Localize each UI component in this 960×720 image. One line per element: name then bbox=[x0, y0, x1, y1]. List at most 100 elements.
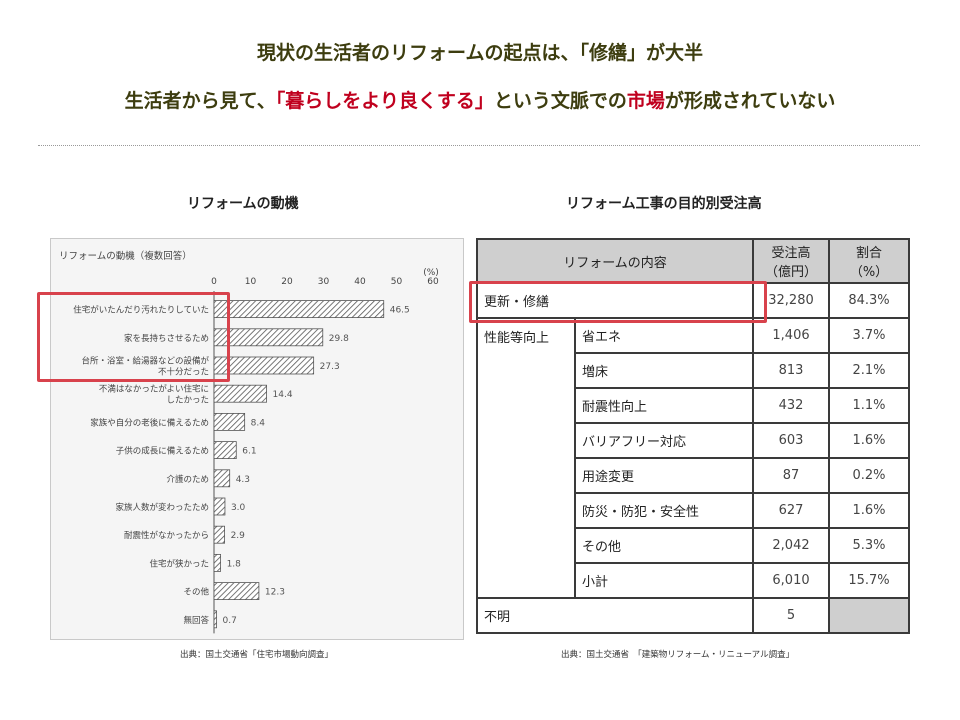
data-label: 1.8 bbox=[227, 559, 242, 569]
row-ratio: 1.6% bbox=[828, 422, 910, 459]
table-row: 増床 813 2.1% bbox=[477, 352, 910, 389]
table-highlight-box bbox=[469, 281, 767, 323]
data-label: 0.7 bbox=[223, 616, 237, 626]
subtitle-highlight-1: 「暮らしをより良くする」 bbox=[275, 90, 494, 112]
chart-source: 出典：国土交通省「住宅市場動向調査」 bbox=[180, 650, 334, 660]
data-label: 46.5 bbox=[390, 306, 410, 316]
row-ratio: 1.6% bbox=[828, 492, 910, 529]
renovation-table: リフォームの内容 受注高 （億円） 割合 （%） 更新・修繕 32,280 84.3… bbox=[476, 238, 910, 634]
table-row: 耐震性向上 432 1.1% bbox=[477, 387, 910, 424]
row-label: 小計 bbox=[574, 562, 754, 599]
category-label: その他 bbox=[183, 587, 209, 598]
table-source: 出典：国土交通省 「建築物リフォーム・リニューアル調査」 bbox=[561, 650, 795, 660]
header-content: リフォームの内容 bbox=[476, 238, 754, 284]
row-label: バリアフリー対応 bbox=[574, 422, 754, 459]
chart-title: リフォームの動機（複数回答） bbox=[59, 250, 192, 262]
table-row: 防災・防犯・安全性 627 1.6% bbox=[477, 492, 910, 529]
table-row-unknown: 不明 5 bbox=[476, 597, 910, 634]
category-label: 家族人数が変わったため bbox=[115, 502, 209, 513]
row-ratio: 3.7% bbox=[828, 317, 910, 354]
category-label: したかった bbox=[166, 396, 209, 406]
data-label: 3.0 bbox=[231, 503, 246, 513]
row-ratio: 2.1% bbox=[828, 352, 910, 389]
x-tick-label: 40 bbox=[354, 277, 366, 287]
category-label: 家族や自分の老後に備えるため bbox=[90, 417, 209, 428]
bar bbox=[213, 412, 246, 431]
table-row-subtotal: 小計 6,010 15.7% bbox=[477, 562, 910, 599]
subtitle-part-3: が形成されていない bbox=[664, 90, 836, 112]
row-label: 耐震性向上 bbox=[574, 387, 754, 424]
table-header-row: リフォームの内容 受注高 （億円） 割合 （%） bbox=[476, 238, 910, 284]
row-ratio: 15.7% bbox=[828, 562, 910, 599]
header-ratio-label: 割合 bbox=[855, 246, 882, 261]
category-label: 子供の成長に備えるため bbox=[116, 446, 209, 457]
table-section-title: リフォーム工事の目的別受注高 bbox=[566, 196, 762, 212]
unknown-ratio-empty bbox=[828, 597, 910, 634]
chart-section-title: リフォームの動機 bbox=[187, 196, 299, 212]
renewal-label: 更新・修繕 bbox=[476, 282, 754, 319]
bar bbox=[213, 441, 237, 460]
bar bbox=[213, 384, 267, 403]
x-tick-label: 20 bbox=[281, 277, 293, 287]
x-tick-label: 30 bbox=[318, 277, 330, 287]
row-amount: 627 bbox=[752, 492, 830, 529]
row-label: 用途変更 bbox=[574, 457, 754, 494]
chart-highlight-box bbox=[37, 292, 230, 382]
category-label: 無回答 bbox=[183, 615, 209, 626]
unknown-amount: 5 bbox=[752, 597, 830, 634]
category-label: 介護のため bbox=[166, 474, 209, 485]
bar bbox=[213, 553, 221, 572]
data-label: 27.3 bbox=[320, 362, 340, 372]
category-label: 不十分だった bbox=[158, 367, 209, 378]
row-amount: 6,010 bbox=[752, 562, 830, 599]
renewal-ratio: 84.3% bbox=[828, 282, 910, 319]
subtitle-highlight-2: 市場 bbox=[626, 90, 665, 112]
bar bbox=[213, 328, 324, 347]
bar bbox=[213, 300, 385, 318]
bar bbox=[213, 497, 226, 516]
header-amount-unit: （億円） bbox=[764, 265, 817, 280]
data-label: 8.4 bbox=[251, 418, 266, 428]
page-subtitle: 生活者から見て、「暮らしをより良くする」という文脈での市場が形成されていない bbox=[0, 86, 960, 113]
x-tick-label: 50 bbox=[391, 277, 403, 287]
subtitle-part-2: という文脈での bbox=[493, 90, 627, 112]
x-tick-label: 10 bbox=[245, 277, 257, 287]
row-amount: 1,406 bbox=[752, 317, 830, 354]
row-amount: 432 bbox=[752, 387, 830, 424]
row-amount: 87 bbox=[752, 457, 830, 494]
row-label: 防災・防犯・安全性 bbox=[574, 492, 754, 529]
x-tick-label: 60 bbox=[427, 277, 439, 287]
x-tick-label: 0 bbox=[211, 277, 217, 287]
bar bbox=[213, 582, 260, 601]
header-ratio-unit: （%） bbox=[849, 265, 889, 280]
data-label: 2.9 bbox=[231, 531, 246, 541]
unknown-label: 不明 bbox=[476, 597, 754, 634]
table-row: バリアフリー対応 603 1.6% bbox=[477, 422, 910, 459]
row-ratio: 5.3% bbox=[828, 527, 910, 564]
category-label: 家を長持ちさせるため bbox=[124, 333, 209, 344]
category-label: 住宅が狭かった bbox=[149, 558, 209, 569]
data-label: 6.1 bbox=[242, 447, 256, 457]
row-amount: 813 bbox=[752, 352, 830, 389]
data-label: 4.3 bbox=[236, 475, 250, 485]
table-row: 用途変更 87 0.2% bbox=[477, 457, 910, 494]
header-amount: 受注高 （億円） bbox=[752, 238, 830, 284]
category-label: 住宅がいたんだり汚れたりしていた bbox=[73, 305, 209, 316]
row-amount: 2,042 bbox=[752, 527, 830, 564]
row-ratio: 1.1% bbox=[828, 387, 910, 424]
header-ratio: 割合 （%） bbox=[828, 238, 910, 284]
row-label: 省エネ bbox=[574, 317, 754, 354]
motivation-chart: リフォームの動機（複数回答） 0 10 20 30 40 50 60 (%) 46.5 住宅がいたん… bbox=[50, 238, 464, 640]
bar bbox=[213, 356, 315, 375]
page-title: 現状の生活者のリフォームの起点は、「修繕」が大半 bbox=[257, 42, 703, 64]
bar bbox=[213, 610, 217, 629]
bar bbox=[213, 469, 231, 488]
motivation-chart-svg: リフォームの動機（複数回答） 0 10 20 30 40 50 60(%) 46.5 住宅がいたん… bbox=[59, 250, 439, 634]
data-label: 12.3 bbox=[265, 588, 285, 598]
title-divider bbox=[38, 145, 920, 146]
row-label: 増床 bbox=[574, 352, 754, 389]
row-ratio: 0.2% bbox=[828, 457, 910, 494]
subtitle-part-1: 生活者から見て、 bbox=[124, 90, 276, 112]
bar bbox=[213, 525, 225, 544]
data-label: 29.8 bbox=[329, 334, 349, 344]
